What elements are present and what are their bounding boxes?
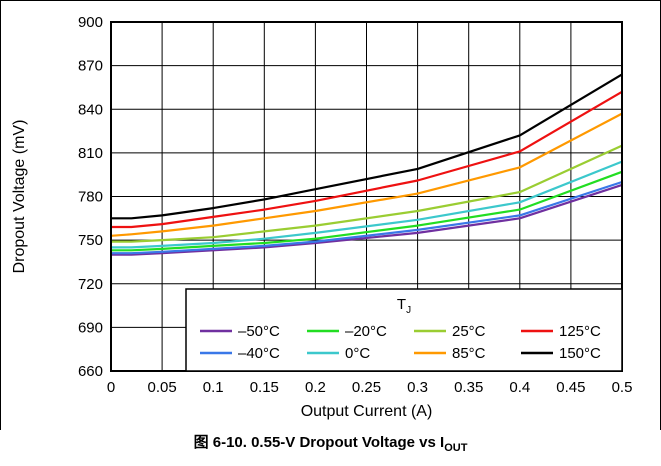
y-tick-label: 810 xyxy=(78,145,103,162)
y-tick-label: 900 xyxy=(78,14,103,31)
legend-label: –40°C xyxy=(238,345,280,362)
series-line xyxy=(111,90,623,229)
series-line xyxy=(111,160,623,249)
x-tick-label: 0.4 xyxy=(509,379,530,396)
y-tick-label: 840 xyxy=(78,101,103,118)
series-line xyxy=(111,183,623,256)
series-line xyxy=(110,112,623,237)
y-tick-label: 660 xyxy=(78,363,103,380)
x-axis-title: Output Current (A) xyxy=(301,403,433,420)
y-tick-label: 780 xyxy=(78,189,103,206)
x-tick-label: 0.25 xyxy=(352,379,381,396)
legend-label: –50°C xyxy=(238,323,280,340)
legend-label: 125°C xyxy=(559,323,601,340)
legend-label: –20°C xyxy=(345,323,387,340)
x-tick-label: 0 xyxy=(107,379,115,396)
y-tick-label: 870 xyxy=(78,58,103,75)
y-tick-label: 690 xyxy=(78,319,103,336)
series-line xyxy=(111,144,623,243)
series-line xyxy=(111,170,623,252)
x-tick-label: 0.2 xyxy=(305,379,326,396)
figure-caption: 图 6-10. 0.55-V Dropout Voltage vs IOUT xyxy=(0,431,661,454)
legend-label: 25°C xyxy=(452,323,486,340)
x-tick-label: 0.45 xyxy=(556,379,585,396)
caption-text: 图 6-10. 0.55-V Dropout Voltage vs I xyxy=(193,434,445,451)
y-axis-title: Dropout Voltage (mV) xyxy=(11,120,28,274)
x-tick-label: 0.1 xyxy=(203,379,224,396)
y-tick-label: 720 xyxy=(78,276,103,293)
caption-subscript: OUT xyxy=(444,442,468,454)
x-tick-label: 0.35 xyxy=(454,379,483,396)
x-tick-label: 0.5 xyxy=(612,379,633,396)
x-tick-label: 0.05 xyxy=(147,379,176,396)
dropout-voltage-chart: 0 0.05 0.1 0.15 0.2 0.25 0.3 0.35 0.4 0.45 0.5 660 6… xyxy=(0,0,661,430)
legend-label: 150°C xyxy=(559,345,601,362)
legend-label: 85°C xyxy=(452,345,486,362)
series-line xyxy=(111,73,623,220)
y-tick-label: 750 xyxy=(78,232,103,249)
legend-label: 0°C xyxy=(345,345,370,362)
legend-title-sub: J xyxy=(406,305,411,316)
x-tick-label: 0.15 xyxy=(250,379,279,396)
series-line xyxy=(111,180,623,255)
x-tick-label: 0.3 xyxy=(407,379,428,396)
